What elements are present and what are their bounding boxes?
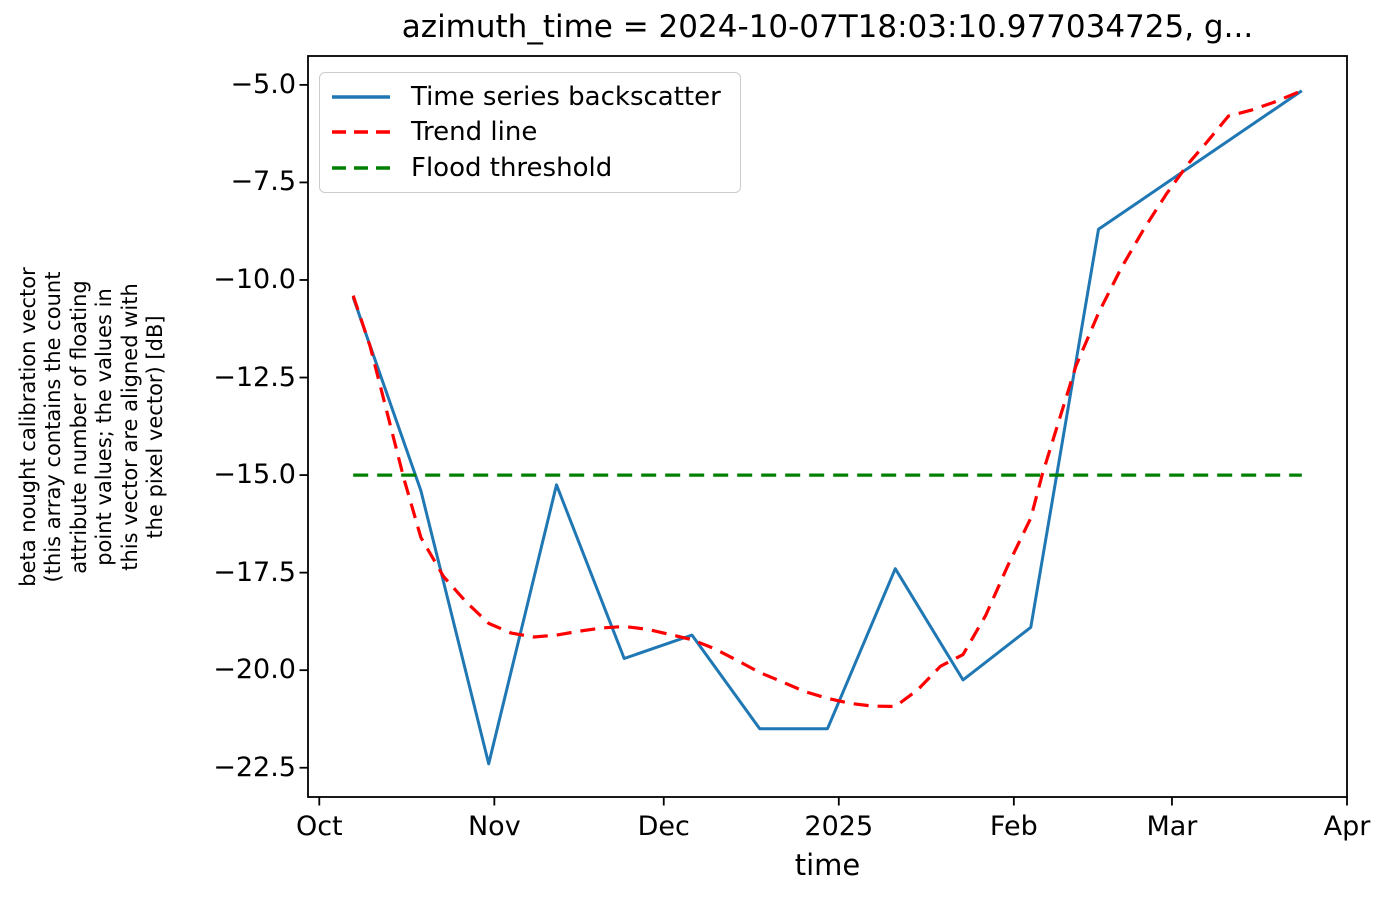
y-tick-label: −5.0 [230,68,296,100]
series-line-time-series-backscatter [351,89,1303,766]
y-tick-label: −15.0 [213,459,296,491]
x-tick-label: Dec [637,811,690,842]
x-tick-label: 2025 [804,811,874,842]
legend-item-time-series-backscatter: Time series backscatter [332,80,728,114]
x-tick-labels: Oct Nov Dec 2025 Feb Mar Apr [0,812,1387,846]
legend-label: Trend line [411,117,538,148]
y-tick-label: −7.5 [230,166,296,198]
x-tick-label: Oct [295,811,343,842]
y-tick-labels: −5.0 −7.5 −10.0 −12.5 −15.0 −17.5 −20.0 −22.5 [0,0,300,898]
chart-title: azimuth_time = 2024-10-07T18:03:10.97703… [401,9,1254,45]
legend-item-flood-threshold: Flood threshold [332,151,728,185]
y-tick-label: −12.5 [213,361,296,393]
y-tick-label: −20.0 [213,654,296,686]
series-line-trend-line [351,89,1303,709]
legend-label: Time series backscatter [411,81,721,112]
x-tick-label: Feb [989,811,1038,842]
legend: Time series backscatter Trend line Flood… [319,72,741,193]
axes-spines [307,55,1348,798]
legend-sample-dashed-line [332,166,390,170]
y-tick-label: −22.5 [213,751,296,783]
x-tick-label: Apr [1323,811,1371,842]
legend-item-trend-line: Trend line [332,115,728,149]
legend-label: Flood threshold [411,153,613,184]
y-tick-label: −17.5 [213,556,296,588]
legend-sample-solid-line [332,95,390,99]
x-tick-label: Mar [1146,811,1198,842]
x-tick-label: Nov [467,811,521,842]
legend-sample-dashed-line [332,130,390,135]
x-axis-label: time [794,848,861,882]
y-tick-label: −10.0 [213,263,296,295]
